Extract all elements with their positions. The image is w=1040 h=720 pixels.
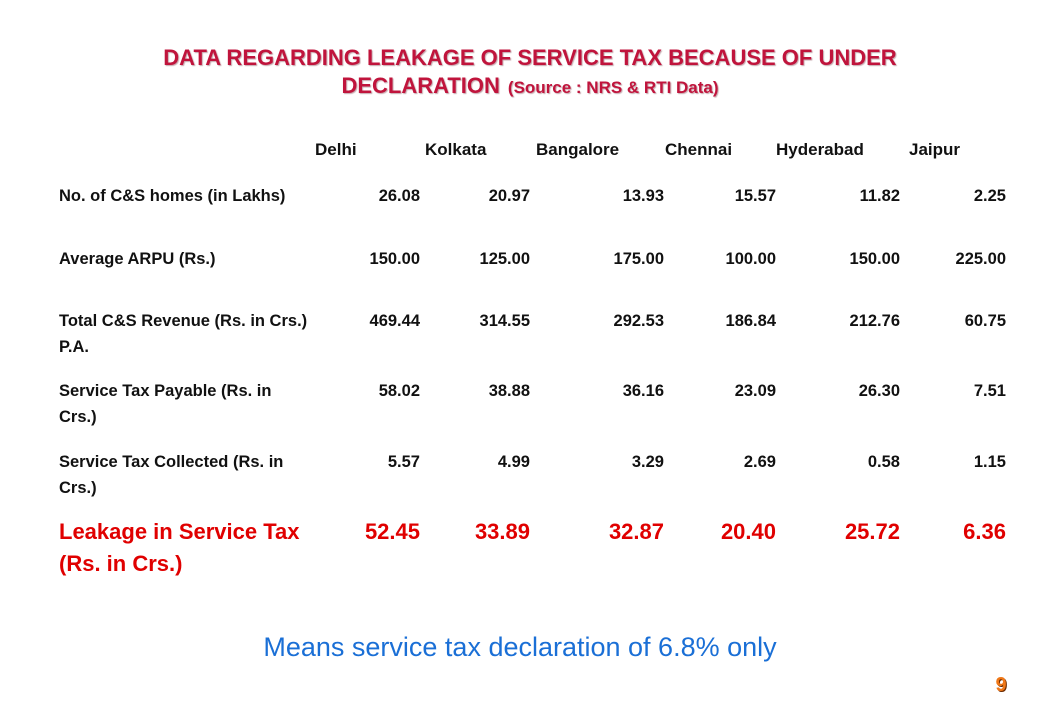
cell-revenue-delhi: 469.44	[369, 312, 420, 330]
title-source: (Source : NRS & RTI Data)	[507, 78, 719, 97]
cell-cs-homes-bangalore: 13.93	[622, 187, 664, 205]
cell-arpu-delhi: 150.00	[369, 250, 420, 268]
col-header-jaipur: Jaipur	[909, 140, 961, 159]
cell-cs-homes-chennai: 15.57	[734, 187, 776, 205]
cell-revenue-jaipur: 60.75	[964, 312, 1006, 330]
cell-collected-jaipur: 1.15	[973, 453, 1006, 471]
row-label-arpu: Average ARPU (Rs.)	[59, 250, 216, 268]
cell-collected-kolkata: 4.99	[497, 453, 530, 471]
col-header-bangalore: Bangalore	[536, 140, 620, 159]
cell-leakage-jaipur: 6.36	[963, 519, 1006, 544]
cell-payable-delhi: 58.02	[378, 382, 420, 400]
title-declaration: DECLARATION	[341, 73, 500, 98]
cell-leakage-kolkata: 33.89	[474, 519, 530, 544]
cell-payable-kolkata: 38.88	[488, 382, 530, 400]
cell-payable-chennai: 23.09	[734, 382, 776, 400]
cell-arpu-chennai: 100.00	[725, 250, 776, 268]
cell-revenue-bangalore: 292.53	[613, 312, 664, 330]
cell-revenue-chennai: 186.84	[725, 312, 776, 330]
row-label-tax-collected: Service Tax Collected (Rs. in Crs.)	[59, 453, 284, 497]
cell-leakage-bangalore: 32.87	[608, 519, 664, 544]
row-label-leakage: Leakage in Service Tax (Rs. in Crs.)	[59, 519, 300, 576]
row-label-total-revenue: Total C&S Revenue (Rs. in Crs.) P.A.	[59, 312, 308, 356]
row-label-tax-payable: Service Tax Payable (Rs. in Crs.)	[59, 382, 272, 426]
cell-collected-delhi: 5.57	[387, 453, 420, 471]
cell-collected-chennai: 2.69	[743, 453, 776, 471]
cell-collected-bangalore: 3.29	[631, 453, 664, 471]
col-header-hyderabad: Hyderabad	[776, 140, 864, 159]
slide-title: DATA REGARDING LEAKAGE OF SERVICE TAX BE…	[60, 44, 1000, 102]
cell-collected-hyderabad: 0.58	[867, 453, 900, 471]
col-header-kolkata: Kolkata	[425, 140, 487, 159]
cell-cs-homes-jaipur: 2.25	[973, 187, 1006, 205]
title-line-2: DECLARATION (Source : NRS & RTI Data)	[60, 72, 1000, 102]
cell-leakage-hyderabad: 25.72	[844, 519, 900, 544]
cell-arpu-kolkata: 125.00	[479, 250, 530, 268]
col-header-chennai: Chennai	[665, 140, 733, 159]
cell-arpu-hyderabad: 150.00	[849, 250, 900, 268]
cell-cs-homes-kolkata: 20.97	[488, 187, 530, 205]
cell-revenue-kolkata: 314.55	[479, 312, 530, 330]
footer-note: Means service tax declaration of 6.8% on…	[263, 632, 777, 662]
cell-payable-hyderabad: 26.30	[858, 382, 900, 400]
cell-payable-jaipur: 7.51	[973, 382, 1006, 400]
cell-cs-homes-delhi: 26.08	[378, 187, 420, 205]
cell-arpu-bangalore: 175.00	[613, 250, 664, 268]
cell-revenue-hyderabad: 212.76	[849, 312, 900, 330]
cell-payable-bangalore: 36.16	[622, 382, 664, 400]
title-line-1: DATA REGARDING LEAKAGE OF SERVICE TAX BE…	[163, 45, 897, 70]
row-label-cs-homes: No. of C&S homes (in Lakhs)	[59, 187, 286, 205]
page-number: 9	[995, 674, 1007, 696]
col-header-delhi: Delhi	[315, 140, 357, 159]
cell-arpu-jaipur: 225.00	[955, 250, 1006, 268]
cell-cs-homes-hyderabad: 11.82	[859, 187, 900, 205]
cell-leakage-delhi: 52.45	[364, 519, 420, 544]
cell-leakage-chennai: 20.40	[720, 519, 776, 544]
